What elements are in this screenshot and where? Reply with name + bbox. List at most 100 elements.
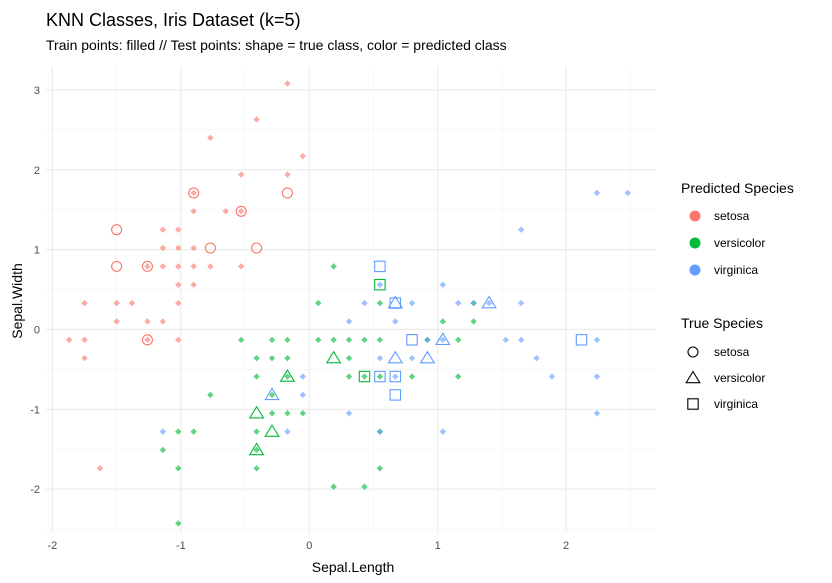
train-point-versicolor xyxy=(439,318,447,325)
test-point-versicolor xyxy=(264,424,280,437)
train-point-setosa xyxy=(175,299,182,307)
train-point-setosa xyxy=(144,318,151,325)
train-point-versicolor xyxy=(268,336,276,344)
train-point-setosa xyxy=(159,226,167,233)
train-point-setosa xyxy=(175,244,182,252)
train-point-setosa xyxy=(81,299,88,307)
test-point-virginica xyxy=(374,260,386,273)
test-point-setosa xyxy=(141,334,154,346)
legend-label-virginica: virginica xyxy=(714,397,758,411)
train-point-setosa xyxy=(96,465,104,472)
legend-label-versicolor: versicolor xyxy=(714,371,765,385)
train-point-virginica xyxy=(284,428,291,435)
train-point-setosa xyxy=(175,263,182,270)
train-point-versicolor xyxy=(455,373,462,380)
legend-label-setosa: setosa xyxy=(714,345,750,359)
train-point-virginica xyxy=(345,318,353,325)
test-point-setosa xyxy=(111,260,123,272)
train-point-setosa xyxy=(238,263,245,270)
train-point-versicolor xyxy=(330,483,337,490)
train-point-setosa xyxy=(284,171,291,178)
legend-shape-versicolor xyxy=(685,370,701,384)
x-tick-label: 2 xyxy=(563,540,569,552)
train-point-versicolor xyxy=(238,336,245,344)
train-point-setosa xyxy=(207,263,214,270)
train-point-setosa xyxy=(284,80,291,87)
train-point-virginica xyxy=(392,373,399,380)
x-tick-label: -2 xyxy=(48,540,58,552)
train-point-virginica xyxy=(485,299,493,307)
test-points xyxy=(111,187,588,456)
legend-true-species: True Species setosa versicolor virginica xyxy=(681,315,765,411)
x-tick-label: 1 xyxy=(435,540,441,552)
legend-shape-title: True Species xyxy=(681,315,763,331)
y-axis-ticks: -2 -1 0 1 2 3 xyxy=(30,85,40,496)
test-point-versicolor xyxy=(325,350,342,364)
train-point-setosa xyxy=(190,244,197,252)
train-point-versicolor xyxy=(345,373,353,380)
test-point-versicolor xyxy=(435,332,451,346)
test-point-virginica xyxy=(374,278,386,291)
train-point-versicolor xyxy=(284,354,291,362)
legend-swatch-virginica xyxy=(689,264,701,276)
legend-predicted-species: Predicted Species setosa versicolor virgin… xyxy=(681,180,794,277)
legend-color-title: Predicted Species xyxy=(681,180,794,196)
train-point-versicolor xyxy=(253,428,260,435)
train-point-versicolor xyxy=(361,483,368,490)
train-point-versicolor xyxy=(330,336,337,344)
train-point-versicolor xyxy=(268,354,276,362)
test-point-virginica xyxy=(389,389,402,401)
train-point-virginica xyxy=(593,336,601,344)
y-tick-label: -1 xyxy=(30,404,40,416)
y-axis-title: Sepal.Width xyxy=(9,263,25,338)
train-point-versicolor xyxy=(175,428,182,435)
x-axis-ticks: -2 -1 0 1 2 xyxy=(48,540,570,552)
train-point-virginica xyxy=(548,373,556,380)
train-point-virginica xyxy=(159,428,167,435)
legend-label-virginica: virginica xyxy=(714,263,758,277)
train-point-virginica xyxy=(502,336,509,344)
chart-subtitle: Train points: filled // Test points: sha… xyxy=(46,37,507,53)
train-point-virginica xyxy=(408,299,416,307)
train-point-versicolor xyxy=(284,373,291,380)
train-point-versicolor xyxy=(361,373,368,380)
train-point-setosa xyxy=(159,318,167,325)
train-point-versicolor xyxy=(284,410,291,417)
train-point-virginica xyxy=(376,428,384,435)
train-point-virginica xyxy=(593,410,601,417)
train-point-versicolor xyxy=(408,373,416,380)
y-tick-label: 0 xyxy=(34,324,40,336)
train-point-versicolor xyxy=(268,410,276,417)
legend-label-versicolor: versicolor xyxy=(714,236,765,250)
train-point-virginica xyxy=(361,299,368,307)
test-point-versicolor xyxy=(248,442,265,456)
train-point-setosa xyxy=(207,134,214,142)
train-point-virginica xyxy=(299,373,307,380)
train-point-setosa xyxy=(159,244,167,252)
train-point-setosa xyxy=(238,208,245,215)
train-point-virginica xyxy=(517,226,525,233)
test-point-setosa xyxy=(141,260,154,272)
test-point-versicolor xyxy=(481,295,497,309)
train-point-versicolor xyxy=(376,373,384,380)
test-point-setosa xyxy=(204,242,216,254)
train-point-setosa xyxy=(190,281,197,288)
train-point-setosa xyxy=(144,263,151,270)
test-point-setosa xyxy=(111,224,123,236)
train-point-virginica xyxy=(392,318,399,325)
train-point-virginica xyxy=(517,336,525,344)
train-point-virginica xyxy=(517,299,525,307)
legend-shape-virginica xyxy=(687,398,699,410)
chart-title: KNN Classes, Iris Dataset (k=5) xyxy=(46,10,301,30)
y-tick-label: 1 xyxy=(34,245,40,257)
grid-lines xyxy=(46,66,656,533)
train-point-versicolor xyxy=(253,465,260,472)
train-point-setosa xyxy=(175,281,182,288)
train-point-setosa xyxy=(238,171,245,178)
train-point-versicolor xyxy=(455,336,462,344)
train-point-versicolor xyxy=(190,428,197,435)
legend-swatch-setosa xyxy=(689,210,701,222)
train-point-versicolor xyxy=(361,336,368,344)
train-point-virginica xyxy=(533,354,540,362)
